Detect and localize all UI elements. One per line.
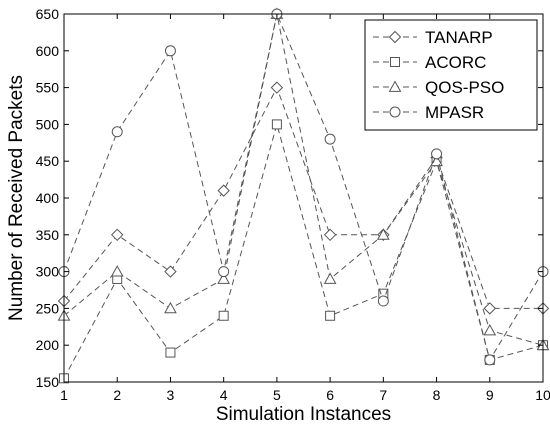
data-point-acorc [218, 310, 229, 321]
data-point-tanarp [111, 228, 124, 242]
data-point-qos-pso [483, 323, 497, 336]
data-point-acorc [325, 310, 336, 321]
legend-label: ACORC [425, 53, 486, 72]
legend: TANARP ACORC QOS-PSO MPASR [364, 19, 538, 131]
x-tick-label: 1 [60, 387, 68, 403]
data-point-tanarp [217, 184, 230, 197]
x-tick-label: 3 [167, 387, 175, 403]
legend-label: MPASR [425, 103, 484, 122]
data-point-qos-pso [323, 272, 337, 284]
data-point-mpasr [324, 133, 336, 145]
x-tick-label: 10 [535, 387, 550, 403]
y-tick-label: 650 [36, 6, 60, 22]
data-point-mpasr [484, 354, 496, 366]
legend-marker [390, 57, 400, 67]
data-point-tanarp [164, 265, 177, 278]
legend-entry-acorc: ACORC [373, 53, 486, 72]
y-tick-label: 200 [36, 337, 60, 353]
data-point-tanarp [323, 228, 337, 242]
x-axis-title: Simulation Instances [216, 404, 391, 425]
data-point-qos-pso [110, 265, 124, 277]
series-line-qos-pso [63, 13, 544, 346]
data-point-tanarp [270, 81, 284, 94]
y-tick-label: 300 [36, 264, 60, 280]
y-tick-label: 500 [36, 116, 60, 132]
y-tick-label: 250 [36, 300, 60, 316]
data-point-qos-pso [217, 272, 231, 284]
data-point-qos-pso [164, 301, 177, 314]
y-tick-label: 350 [36, 227, 60, 243]
series-line-tanarp [63, 86, 543, 309]
legend-entry-tanarp: TANARP [373, 28, 493, 47]
series-line-mpasr [63, 12, 544, 362]
x-tick-label: 6 [326, 387, 334, 403]
x-tick-label: 4 [220, 387, 228, 403]
data-point-mpasr [218, 266, 230, 278]
legend-entry-qos-pso: QOS-PSO [373, 78, 504, 97]
y-axis-title: Number of Received Packets [6, 75, 27, 321]
data-point-acorc [165, 347, 176, 358]
data-point-mpasr [164, 45, 176, 57]
y-tick-label: 150 [36, 374, 60, 390]
data-point-mpasr [377, 295, 389, 307]
y-tick-label: 550 [36, 80, 60, 96]
legend-label: QOS-PSO [425, 78, 504, 97]
y-tick-label: 450 [36, 153, 60, 169]
legend-marker [388, 30, 402, 44]
data-point-mpasr [111, 126, 123, 138]
legend-marker [388, 80, 402, 92]
data-point-qos-pso [376, 228, 390, 240]
axes-layer: 150 200 250 300 350 400 450 500 550 600 650 1 2 3 4 5 6 7… [36, 6, 550, 403]
x-tick-label: 9 [486, 387, 494, 403]
legend-entry-mpasr: MPASR [373, 103, 484, 122]
legend-label: TANARP [425, 28, 493, 47]
y-tick-label: 400 [36, 190, 60, 206]
data-point-mpasr [431, 148, 443, 160]
legend-marker [389, 106, 401, 118]
x-tick-label: 5 [273, 387, 281, 403]
y-tick-label: 600 [36, 43, 60, 59]
x-tick-label: 8 [433, 387, 441, 403]
x-tick-label: 7 [379, 387, 387, 403]
data-point-acorc [271, 119, 282, 130]
x-tick-label: 2 [113, 387, 121, 403]
data-point-tanarp [483, 302, 496, 315]
